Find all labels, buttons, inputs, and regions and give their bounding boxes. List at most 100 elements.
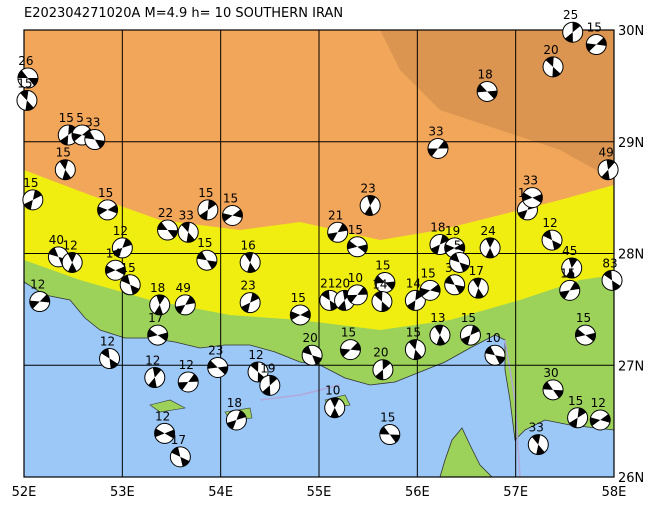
depth-label: 15: [59, 111, 74, 125]
beachball-quadrant: [601, 159, 615, 180]
beachball-quadrant: [406, 290, 424, 311]
depth-label: 15: [198, 186, 213, 200]
depth-label: 33: [529, 421, 544, 435]
beachball-quadrant: [20, 90, 34, 111]
depth-label: 12: [145, 354, 160, 368]
beachball-quadrant: [84, 130, 105, 149]
depth-label: 18: [430, 221, 445, 235]
beachball-quadrant: [112, 238, 132, 258]
depth-label: 12: [179, 358, 194, 372]
lon-tick-label: 58E: [602, 485, 627, 500]
beachball: [111, 237, 133, 259]
depth-label: 17: [148, 311, 163, 325]
beachball-quadrant: [375, 359, 391, 380]
lon-tick-label: 57E: [503, 485, 528, 500]
beachball-quadrant: [430, 234, 450, 255]
beachball-circle: [149, 294, 171, 316]
depth-label: 12: [63, 238, 78, 252]
beachball-quadrant: [374, 275, 395, 290]
beachball: [301, 344, 323, 366]
beachball-quadrant: [148, 367, 162, 388]
beachball: [104, 259, 126, 281]
lat-tick-label: 30N: [618, 24, 644, 39]
beachball: [289, 304, 311, 326]
depth-label: 30: [543, 366, 558, 380]
map-title: E202304271020A M=4.9 h= 10 SOUTHERN IRAN: [24, 6, 343, 21]
beachball: [444, 274, 466, 296]
depth-label: 15: [375, 259, 390, 273]
beachball: [119, 274, 141, 296]
beachball-quadrant: [199, 199, 217, 220]
beachball: [601, 269, 623, 291]
beachball: [404, 289, 426, 311]
depth-label: 49: [598, 146, 613, 160]
beachball-quadrant: [379, 426, 400, 443]
depth-label: 15: [121, 261, 136, 275]
beachball-circle: [404, 339, 426, 361]
depth-label: 15: [568, 394, 583, 408]
beachball: [429, 324, 451, 346]
beachball-quadrant: [321, 290, 339, 311]
depth-label: 26: [18, 54, 33, 68]
beachball: [149, 294, 171, 316]
beachball: [346, 236, 368, 258]
beachball-quadrant: [450, 253, 470, 272]
beachball: [542, 56, 564, 78]
depth-label: 21: [328, 208, 343, 222]
beachball: [567, 407, 589, 429]
depth-label: 18: [150, 281, 165, 295]
lat-tick-label: 27N: [618, 359, 644, 374]
beachball-quadrant: [330, 397, 340, 418]
beachball-quadrant: [59, 159, 72, 180]
depth-label: 15: [576, 311, 591, 325]
depth-label: 23: [360, 181, 375, 195]
depth-label: 12: [248, 348, 263, 362]
depth-label: 15: [420, 266, 435, 280]
beachball: [459, 324, 481, 346]
depth-label: 15: [348, 223, 363, 237]
depth-label: 12: [591, 396, 606, 410]
beachball-quadrant: [531, 434, 545, 455]
beachball: [541, 229, 563, 251]
depth-label: 15: [98, 186, 113, 200]
beachball: [169, 446, 191, 468]
beachball-quadrant: [374, 291, 390, 312]
depth-label: 16: [241, 238, 256, 252]
beachball: [521, 187, 543, 209]
beachball: [427, 137, 449, 159]
beachball: [17, 67, 39, 89]
depth-label: 20: [373, 346, 388, 360]
beachball-quadrant: [60, 125, 77, 146]
depth-label: 23: [241, 279, 256, 293]
beachball: [404, 339, 426, 361]
beachball: [339, 339, 361, 361]
beachball-quadrant: [121, 275, 140, 295]
beachball: [196, 249, 218, 271]
depth-label: 33: [428, 124, 443, 138]
depth-label: 15: [560, 266, 575, 280]
lat-tick-label: 26N: [618, 471, 644, 486]
beachball-quadrant: [67, 252, 77, 273]
depth-label: 19: [445, 224, 460, 238]
depth-label: 20: [543, 43, 558, 57]
beachball-quadrant: [434, 325, 446, 346]
beachball: [324, 397, 346, 419]
depth-label: 13: [430, 311, 445, 325]
depth-label: 5: [76, 111, 84, 125]
beachball: [372, 359, 394, 381]
beachball: [259, 374, 281, 396]
depth-label: 12: [542, 216, 557, 230]
beachball-quadrant: [226, 410, 246, 430]
depth-label: 20: [335, 276, 350, 290]
lat-tick-label: 29N: [618, 136, 644, 151]
lon-tick-label: 52E: [12, 485, 37, 500]
beachball: [479, 237, 501, 259]
beachball: [97, 199, 119, 221]
beachball-quadrant: [327, 223, 348, 242]
beachball: [22, 189, 44, 211]
beachball: [61, 251, 83, 273]
depth-label: 17: [469, 264, 484, 278]
depth-label: 33: [523, 174, 538, 188]
